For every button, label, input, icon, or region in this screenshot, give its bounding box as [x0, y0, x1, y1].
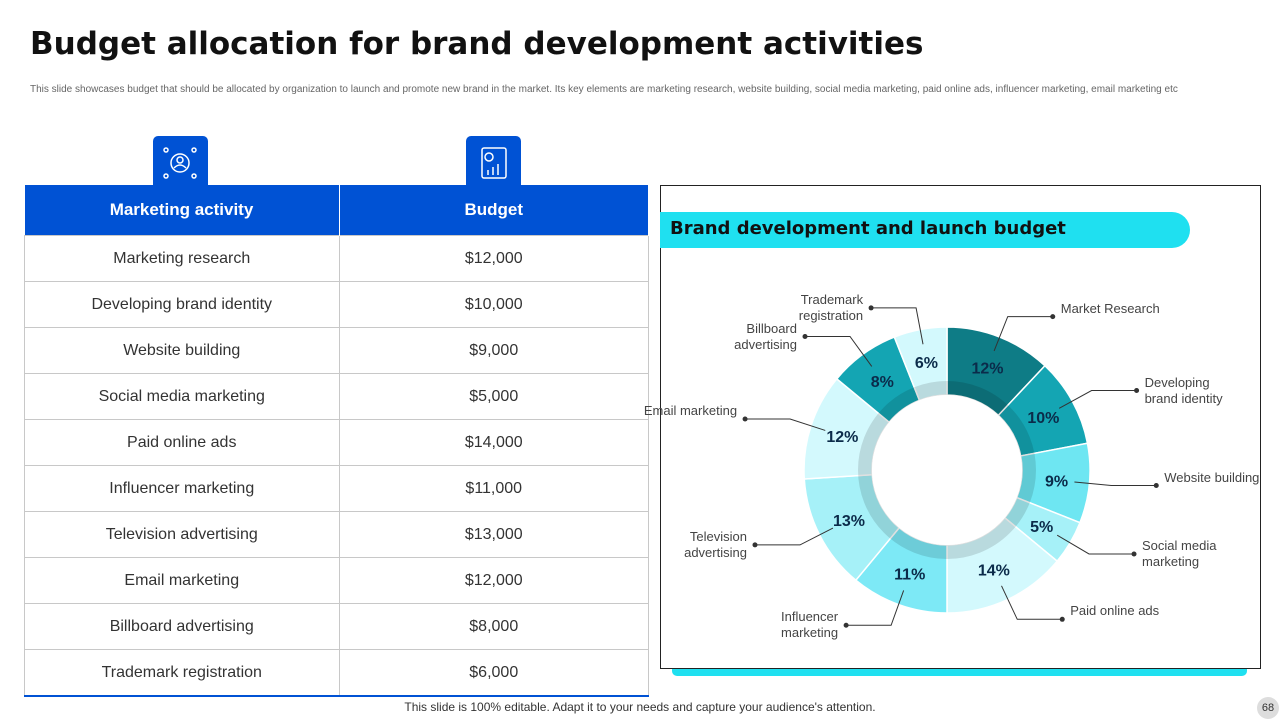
table-row: Website building $9,000: [24, 327, 649, 374]
callout-dot: [752, 542, 758, 548]
table-row: Developing brand identity $10,000: [24, 281, 649, 328]
table-cell: $8,000: [338, 603, 649, 650]
slice-label: 12%: [826, 429, 858, 446]
callout-dot: [1050, 314, 1056, 320]
callout-dot: [1134, 388, 1140, 394]
slice-label: 8%: [871, 374, 894, 391]
table-row: Paid online ads $14,000: [24, 419, 649, 466]
title: Budget allocation for brand development …: [30, 26, 924, 62]
table-row: Social media marketing $5,000: [24, 373, 649, 420]
callout-line: [1056, 534, 1135, 555]
category-label: Billboard advertising: [734, 320, 797, 352]
slice-label: 13%: [833, 513, 865, 530]
callout-line: [846, 590, 905, 626]
callout-line: [745, 418, 826, 431]
callout-dot: [1131, 551, 1137, 557]
callout-dot: [868, 305, 874, 311]
table-row: Influencer marketing $11,000: [24, 465, 649, 512]
table-cell: Email marketing: [24, 557, 340, 604]
category-label: Market Research: [1060, 300, 1160, 316]
slice-label: 10%: [1027, 410, 1059, 427]
callout-line: [993, 316, 1053, 352]
table-cell: Paid online ads: [24, 419, 340, 466]
chart-banner: [660, 212, 1190, 248]
table-cell: Website building: [24, 327, 340, 374]
slice-label: 9%: [1045, 473, 1068, 490]
category-label: Trademark registration: [798, 291, 864, 323]
table-row: Marketing research $12,000: [24, 235, 649, 282]
budget-icon-glyph: [481, 147, 507, 179]
table-cell: Television advertising: [24, 511, 340, 558]
callout-dot: [742, 416, 748, 422]
table-cell: $14,000: [338, 419, 649, 466]
inner-ring: [858, 381, 1036, 559]
table-cell: Billboard advertising: [24, 603, 340, 650]
table-cell: Social media marketing: [24, 373, 340, 420]
slice-label: 6%: [915, 355, 938, 372]
category-label: Email marketing: [643, 403, 738, 418]
slice-label: 12%: [971, 361, 1003, 378]
table-cell: $10,000: [338, 281, 649, 328]
table-header: Marketing activity: [24, 185, 340, 236]
table-cell: Influencer marketing: [24, 465, 340, 512]
table-row: Television advertising $13,000: [24, 511, 649, 558]
callout-dot: [802, 334, 808, 340]
callout-line: [871, 307, 924, 345]
table-cell: Developing brand identity: [24, 281, 340, 328]
category-label: Influencer marketing: [781, 609, 839, 641]
table-cell: Trademark registration: [24, 649, 340, 697]
subtitle: This slide showcases budget that should …: [30, 84, 1178, 95]
table-cell: $12,000: [338, 235, 649, 282]
category-label: Television advertising: [684, 528, 747, 560]
category-label: Paid online ads: [1070, 603, 1160, 619]
callout-line: [1001, 585, 1063, 620]
activity-icon-glyph: [163, 147, 197, 179]
callout-line: [754, 527, 834, 546]
table-cell: $12,000: [338, 557, 649, 604]
budget-icon: [466, 136, 521, 190]
table-row: Email marketing $12,000: [24, 557, 649, 604]
category-label: Website building: [1164, 469, 1260, 485]
table-cell: $6,000: [338, 649, 649, 697]
table-row: Trademark registration $6,000: [24, 649, 649, 697]
page-number: 68: [1257, 697, 1279, 719]
table-cell: $9,000: [338, 327, 649, 374]
callout-dot: [843, 622, 849, 628]
callout-line: [1058, 390, 1137, 409]
slice-label: 11%: [894, 566, 925, 583]
callout-dot: [1153, 483, 1159, 489]
category-label: Developing brand identity: [1144, 374, 1223, 406]
table-header: Budget: [339, 185, 649, 236]
callout-dot: [1059, 616, 1065, 622]
slice-label: 5%: [1030, 519, 1053, 536]
table-cell: $13,000: [338, 511, 649, 558]
donut-hole: [872, 395, 1022, 545]
chart-title: Brand development and launch budget: [670, 218, 1066, 239]
callout-line: [1074, 481, 1157, 487]
category-label: Social media marketing: [1142, 537, 1217, 569]
budget-table: Marketing activity Budget Marketing rese…: [24, 185, 649, 697]
callout-line: [805, 336, 873, 367]
footer: This slide is 100% editable. Adapt it to…: [404, 700, 876, 714]
table-cell: $5,000: [338, 373, 649, 420]
slice-label: 14%: [978, 563, 1010, 580]
table-row: Billboard advertising $8,000: [24, 603, 649, 650]
